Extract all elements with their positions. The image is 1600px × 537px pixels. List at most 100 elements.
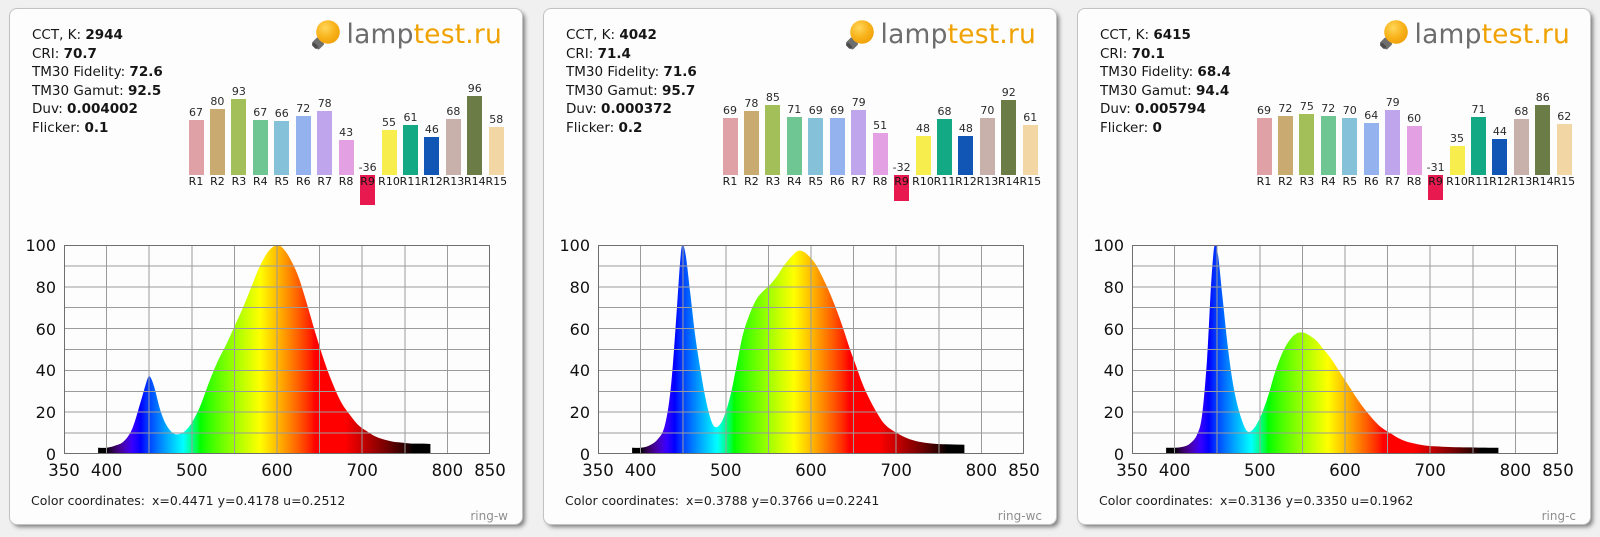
stat-row: CRI: 70.7 [32, 45, 163, 64]
cri-bar-name: R4 [1320, 175, 1336, 188]
cri-bar-value: -32 [892, 161, 911, 174]
stat-value: 0.000372 [601, 101, 672, 118]
cri-bar-name: R8 [872, 175, 888, 188]
x-axis-label: 600 [1329, 461, 1361, 480]
cri-bar-value: 60 [1407, 111, 1422, 125]
y-axis-label: 0 [579, 445, 590, 464]
cri-bar [851, 110, 867, 175]
bulb-globe [1383, 20, 1408, 44]
cri-bar [360, 175, 376, 205]
cri-bar [808, 118, 824, 175]
stat-row: CCT, K: 6415 [1100, 26, 1231, 45]
stat-row: CCT, K: 4042 [566, 26, 697, 45]
cri-bar-value: 69 [830, 104, 845, 118]
coords-prefix: Color coordinates: [31, 493, 146, 508]
cri-bar [1299, 113, 1315, 175]
cri-bar [722, 118, 738, 175]
logo-text-gray: lamp [880, 18, 948, 50]
cri-bar-name: R8 [1406, 175, 1422, 188]
lamp-bulb-icon [845, 20, 874, 50]
measurement-panel-ring-c: CCT, K: 6415 CRI: 70.1 TM30 Fidelity: 68.4… [1077, 8, 1591, 525]
bulb-base-tip [1379, 42, 1386, 49]
bulb-base-tip [845, 42, 852, 49]
cri-bar-value: 48 [958, 121, 973, 135]
cri-bar-value: 70 [1342, 103, 1357, 117]
cri-bar-name: R2 [1278, 175, 1293, 188]
color-coordinates: Color coordinates: x=0.4471 y=0.4178 u=0.… [31, 493, 345, 508]
cri-bar-name: R12 [421, 175, 443, 188]
stat-value: 2944 [85, 27, 123, 43]
cri-bar-value: 68 [446, 105, 461, 119]
cri-bar-name: R2 [210, 175, 225, 188]
stat-label: TM30 Gamut: [1100, 82, 1196, 99]
x-axis-label: 400 [624, 461, 657, 480]
cri-bar-value: 71 [787, 102, 802, 116]
cri-bar-value: 58 [489, 113, 504, 127]
stat-row: CCT, K: 2944 [32, 26, 163, 45]
cri-bar-value: 72 [296, 102, 311, 115]
y-axis-label: 0 [45, 445, 56, 464]
cri-bar-name: R11 [1467, 175, 1490, 188]
stat-value: 0.1 [84, 119, 109, 136]
cri-bar [1256, 118, 1272, 175]
bulb-globe [315, 20, 340, 44]
cri-bar-name: R1 [1256, 175, 1272, 188]
cri-bar-name: R11 [933, 175, 956, 188]
cri-bar-value: 35 [1450, 132, 1464, 146]
x-axis-label: 700 [1414, 461, 1446, 480]
cri-bar-name: R14 [997, 175, 1020, 188]
cri-bar [1513, 119, 1529, 175]
stat-value: 0.004002 [67, 101, 138, 118]
stat-row: Flicker: 0 [1100, 119, 1231, 138]
cri-bar [274, 120, 290, 175]
cri-bar [403, 125, 418, 175]
y-axis-label: 40 [1103, 361, 1124, 381]
cri-bar-name: R11 [399, 175, 422, 188]
cri-bar-name: R1 [188, 175, 204, 188]
y-axis-label: 80 [35, 277, 56, 297]
cri-bar-value: 43 [339, 125, 354, 139]
stat-value: 92.5 [127, 82, 162, 99]
logo-text-orange: test.ru [947, 18, 1036, 50]
cri-bar-name: R5 [1342, 175, 1358, 188]
stat-label: Flicker: [32, 119, 85, 136]
cri-bar [209, 109, 225, 175]
stat-value: 70.1 [1131, 45, 1165, 62]
cri-bar [765, 105, 781, 175]
cri-bar [445, 119, 461, 175]
logo-text-orange: test.ru [413, 18, 502, 50]
stat-value: 95.7 [661, 82, 696, 99]
cri-bar-value: 79 [1385, 96, 1400, 110]
cri-bar-value: 72 [1278, 102, 1293, 115]
stat-label: CCT, K: [1100, 27, 1154, 43]
stat-value: 72.6 [129, 64, 163, 81]
stat-label: CRI: [566, 45, 598, 62]
cri-bar-value: 61 [403, 111, 418, 124]
plot-frame [1132, 245, 1558, 454]
stat-label: CRI: [32, 45, 64, 62]
grid-lines [1132, 245, 1558, 454]
x-axis-label: 700 [880, 461, 912, 480]
x-axis-label: 800 [1499, 461, 1532, 480]
stat-row: CRI: 71.4 [566, 45, 697, 64]
cri-bar-name: R4 [252, 175, 268, 188]
stat-value: 70.7 [63, 45, 97, 62]
stat-value: 71.6 [663, 64, 697, 81]
cri-bar-name: R7 [317, 175, 333, 188]
cri-bar-value: 80 [210, 95, 225, 109]
stat-value: 0.2 [618, 119, 643, 136]
cri-bar-name: R13 [1510, 175, 1533, 188]
y-axis-label: 40 [35, 361, 56, 381]
cri-bar-value: 72 [1321, 102, 1336, 115]
stat-value: 0 [1152, 119, 1162, 136]
coords-values: x=0.4471 y=0.4178 u=0.2512 [152, 493, 346, 508]
panel-name-label: ring-w [470, 509, 508, 523]
stat-row: Duv: 0.004002 [32, 100, 163, 119]
cri-bar-name: R6 [295, 175, 311, 188]
cri-bar-name: R10 [912, 175, 934, 188]
cri-bar-name: R13 [976, 175, 999, 188]
lamptest-logo: lamp test.ru [1379, 18, 1570, 51]
stat-value: 71.4 [597, 45, 631, 62]
cri-bar-name: R3 [765, 175, 781, 188]
cri-bar-value: 93 [231, 84, 246, 98]
